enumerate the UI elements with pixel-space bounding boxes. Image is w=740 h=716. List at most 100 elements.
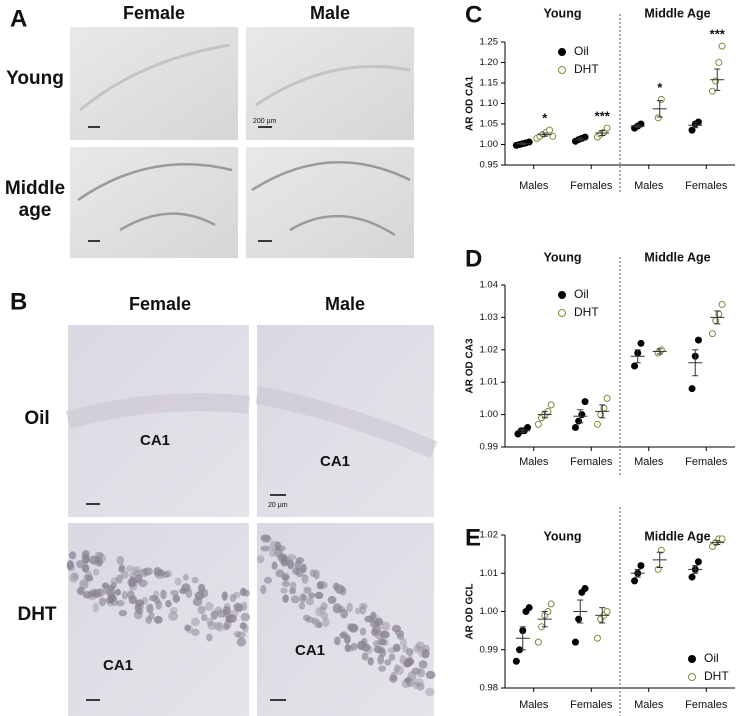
cell [394,665,404,676]
cell [281,580,291,587]
x-tick-label: Males [634,699,664,711]
cell [81,563,90,573]
cell [240,587,247,597]
data-point [637,120,645,128]
cell [344,634,351,645]
data-point [637,339,645,347]
cell [378,665,387,672]
column-label: Female [123,3,185,23]
cell [135,573,143,584]
y-axis-label: AR OD GCL [465,583,476,639]
legend-label: DHT [704,669,729,683]
y-tick-label: 1.02 [480,530,499,541]
cell [92,568,100,576]
data-point [694,118,702,126]
cell [280,558,289,565]
cell [314,591,324,600]
data-point [718,42,726,50]
cell [287,559,295,570]
cell [302,614,311,622]
cell [406,648,414,657]
cell [210,610,218,620]
data-point [694,336,702,344]
data-point [546,126,554,134]
cell [303,586,312,594]
cell [190,617,200,627]
cell [93,557,103,567]
cell [348,623,359,633]
cell [315,606,322,617]
cell [308,592,316,599]
cell [292,567,300,575]
y-tick-label: 1.15 [480,78,499,89]
panel-letter: D [465,245,482,272]
cell [169,607,178,614]
cell [260,584,267,595]
data-point [512,657,520,665]
cell [379,639,387,646]
x-tick-label: Males [634,456,664,468]
cell [334,636,341,646]
data-point [708,330,716,338]
cell [413,678,424,687]
cell [216,622,225,632]
cell [381,638,389,647]
x-tick-label: Males [519,456,549,468]
x-tick-label: Females [570,180,613,192]
group-label: Middle Age [644,6,710,20]
x-tick-label: Males [519,699,549,711]
data-point [637,562,645,570]
data-point [631,362,639,370]
cell [367,657,374,666]
data-point [571,638,579,646]
cell [392,643,401,653]
data-point [534,420,542,428]
cell [134,603,142,613]
y-tick-label: 1.10 [480,98,499,109]
legend-label: DHT [574,62,599,76]
cell [261,534,272,543]
cell [206,633,213,642]
cell [340,608,349,619]
cell [141,596,149,605]
y-tick-label: 1.25 [480,37,499,48]
cell [425,687,435,697]
cell [361,637,368,646]
x-tick-label: Females [570,456,613,468]
cell [69,573,79,583]
cell [221,591,228,601]
cell [186,624,194,634]
cell [223,602,231,610]
cell [361,643,371,652]
cell [295,557,304,565]
data-point [718,535,726,543]
legend-label: DHT [574,305,599,319]
cell [361,652,369,661]
cell [140,568,149,577]
cell [301,573,309,584]
data-point [581,133,589,141]
row-label: Middle age [4,178,66,221]
significance-label: *** [595,109,611,124]
cell [256,555,265,564]
cell [94,551,104,559]
cell [114,588,121,596]
cell [281,574,290,581]
cell [415,641,425,652]
cell [359,627,367,636]
cell [108,594,117,602]
cell [369,613,380,623]
cell [264,576,272,584]
panel-letter: B [10,288,27,315]
data-point [534,638,542,646]
cell [165,599,172,608]
cell [390,671,397,681]
cell [206,617,214,627]
cell [92,602,99,613]
cell [236,637,247,647]
cell [102,587,110,595]
cell [133,569,141,577]
y-axis-label: AR OD CA1 [465,76,476,131]
cell [350,642,358,651]
cell [364,615,375,623]
